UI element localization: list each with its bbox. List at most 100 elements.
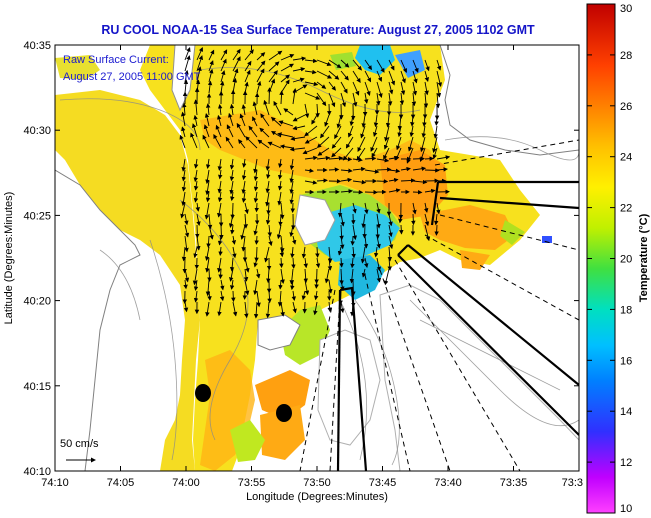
current-vector [362,224,367,239]
current-vector [243,213,248,229]
current-vector [256,290,261,308]
current-vector [412,70,418,84]
current-vector [181,169,187,182]
current-vector [181,191,186,207]
current-vector [420,136,426,153]
current-vector [244,202,249,215]
current-vector [324,114,330,127]
current-vector [388,213,393,227]
current-vector [280,54,295,61]
current-vector [193,180,199,191]
current-vector [339,235,345,250]
current-vector [412,59,419,73]
current-vector [400,178,416,183]
current-vector [259,127,270,138]
current-vector [304,58,318,64]
current-vector [291,235,297,245]
current-vector [434,224,439,236]
current-vector [397,114,403,131]
x-tick-label: 73:35 [500,477,528,489]
current-vector [411,92,417,107]
current-vector [202,134,210,149]
colorbar-tick-label: 22 [620,203,632,215]
current-vector [236,122,246,138]
current-vector [376,179,389,184]
current-vector [399,92,405,106]
current-vector [265,301,271,319]
current-vector [241,169,247,181]
current-vector [266,268,271,284]
current-vector [208,49,215,61]
current-vector [280,63,294,72]
current-vector [407,136,414,152]
scale-label: 50 cm/s [60,438,99,450]
current-vector [292,56,307,61]
current-vector [316,155,331,161]
current-vector [218,268,223,280]
current-vector [203,124,210,138]
y-tick-label: 40:25 [23,210,51,222]
current-vector [349,114,354,127]
current-vector [217,114,222,127]
current-vector [364,257,369,268]
current-vector [245,136,258,149]
station-marker [276,404,292,422]
current-vector [302,147,318,155]
current-vector [254,202,259,213]
current-vector [220,49,228,61]
sst-field [55,45,552,471]
current-vector [218,169,223,180]
current-vector [240,224,246,240]
current-vector [265,213,271,225]
current-vector [289,169,294,184]
current-vector [244,69,251,83]
current-vector [400,166,411,172]
current-vector [207,268,212,282]
current-vector [279,257,284,269]
current-vector [268,61,280,72]
current-vector [184,47,191,61]
current-vector [385,114,391,128]
current-vector [388,168,401,174]
current-vector [352,166,366,172]
current-vector [280,235,285,253]
current-vector [190,132,198,149]
current-vector [204,246,210,261]
current-vector [397,125,402,138]
current-vector [303,257,308,269]
current-vector [277,180,283,191]
current-vector [225,136,234,149]
current-vector [256,60,266,72]
current-vector [279,246,285,258]
current-vector [388,177,399,183]
current-vector [316,178,328,183]
current-vector [193,99,199,116]
colorbar-tick-label: 26 [620,101,632,113]
current-vector [349,268,355,284]
current-vector [244,60,252,72]
current-vector [229,279,235,290]
current-vector [352,70,361,83]
current-vector [324,268,330,284]
current-vector [280,301,285,317]
current-vector [412,81,418,96]
current-vector [424,213,430,227]
station-marker [195,384,211,402]
current-vector [331,147,342,158]
current-vector [316,70,333,79]
current-vector [313,301,318,316]
current-vector [263,99,270,116]
colorbar-ticks: 30 28 26 24 22 20 18 16 14 12 10 [587,3,632,515]
surface-current-vectors [179,46,451,319]
current-vector [256,52,266,61]
current-vector [337,202,343,218]
current-vector [412,179,428,185]
current-vector [360,125,366,139]
colorbar-tick-label: 12 [620,457,632,469]
current-vector [435,92,441,109]
current-vector [383,136,390,150]
current-vector [376,235,381,249]
current-vector [184,224,190,238]
current-vector [208,68,214,83]
current-vector [280,268,285,284]
